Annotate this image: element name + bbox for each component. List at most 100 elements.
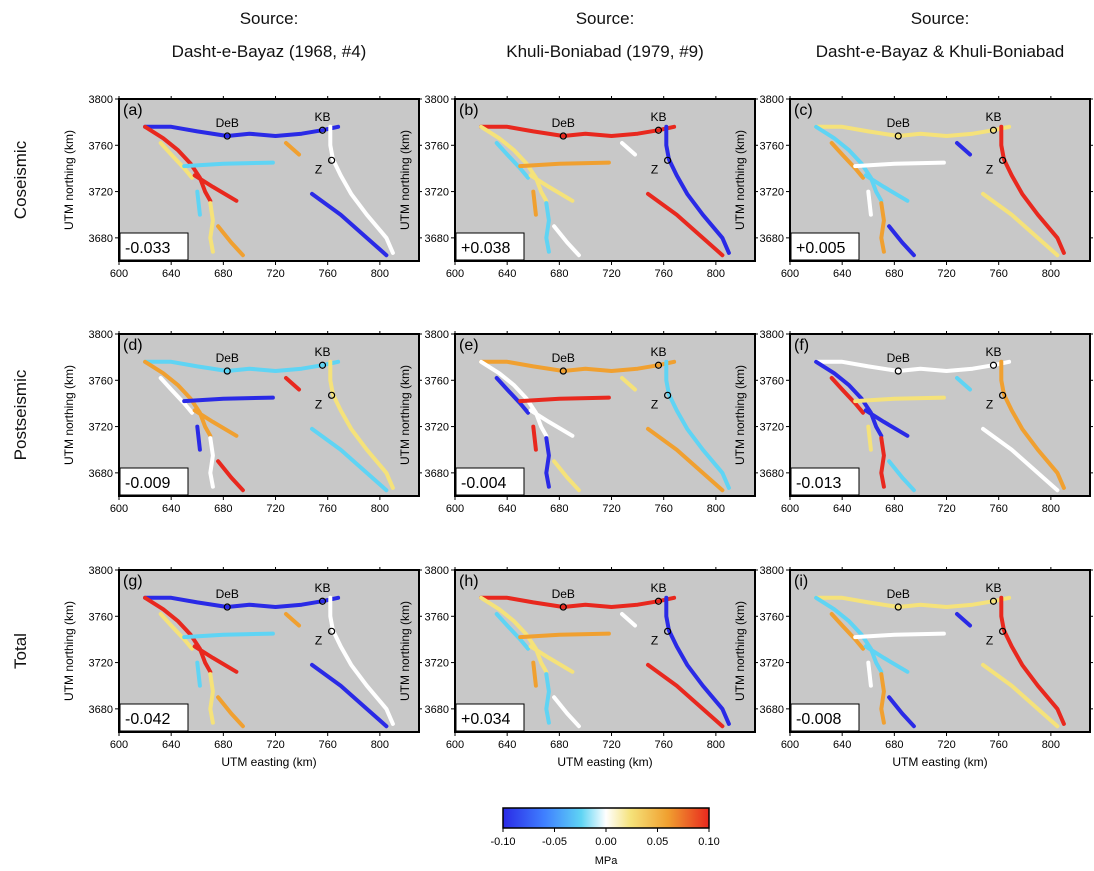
fault-trace <box>879 672 886 725</box>
fault-trace <box>981 662 1060 729</box>
fault-trace <box>646 426 725 493</box>
site-marker <box>894 367 902 375</box>
x-axis-label: UTM easting (km) <box>892 755 987 769</box>
fault-trace <box>182 160 275 169</box>
x-tick-label: 720 <box>602 503 620 515</box>
y-tick-label: 3680 <box>89 468 113 480</box>
stress-value-box <box>790 703 860 732</box>
colorbar-tick-label: 0.10 <box>698 836 719 848</box>
colorbar-gradient <box>502 807 710 829</box>
row-title-total: Total <box>11 633 30 669</box>
site-label: Z <box>986 633 993 647</box>
site-marker <box>664 391 672 399</box>
y-tick-label: 3800 <box>89 94 113 106</box>
y-tick-label: 3720 <box>760 658 784 670</box>
site-marker <box>328 627 336 635</box>
site-label: DeB <box>887 116 910 130</box>
fault-trace <box>143 124 341 138</box>
x-tick-label: 720 <box>937 503 955 515</box>
stress-value: -0.009 <box>125 475 170 492</box>
stress-value-box <box>119 467 189 496</box>
site-label: DeB <box>887 351 910 365</box>
y-tick-label: 3760 <box>425 375 449 387</box>
site-label: DeB <box>552 587 575 601</box>
x-tick-label: 600 <box>781 739 799 751</box>
column-header-2: Source: Khuli-Boniabad (1979, #9) <box>506 9 704 61</box>
map-frame <box>118 569 420 733</box>
fault-trace <box>143 595 341 609</box>
site-marker <box>999 627 1007 635</box>
fault-trace <box>208 672 215 725</box>
fault-trace <box>310 662 389 729</box>
x-tick-label: 720 <box>937 739 955 751</box>
fault-trace <box>182 395 275 404</box>
fault-trace <box>284 376 301 392</box>
fault-trace <box>216 459 245 493</box>
fault-trace <box>646 191 725 258</box>
panel-letter: (e) <box>459 337 479 354</box>
site-marker <box>223 132 231 140</box>
site-marker <box>328 156 336 164</box>
x-tick-label: 640 <box>162 268 180 280</box>
fault-trace <box>646 662 725 729</box>
column-source-line1: Source: <box>576 9 635 28</box>
fault-trace <box>192 644 239 674</box>
y-tick-label: 3720 <box>425 658 449 670</box>
x-axis-label: UTM easting (km) <box>557 755 652 769</box>
x-tick-label: 600 <box>781 268 799 280</box>
colorbar-tick-label: -0.05 <box>542 836 567 848</box>
panel-letter: (d) <box>123 337 143 354</box>
site-label: Z <box>651 162 658 176</box>
y-tick-label: 3720 <box>89 658 113 670</box>
fault-trace <box>879 201 886 254</box>
map-panel: DeB KB Z (a) -0.033 600 640 680 720 760 800 3680 372… <box>62 94 422 280</box>
y-tick-label: 3800 <box>425 565 449 577</box>
colorbar-tick-label: 0.00 <box>595 836 616 848</box>
site-label: KB <box>650 581 666 595</box>
y-tick-label: 3720 <box>425 422 449 434</box>
x-tick-label: 600 <box>446 503 464 515</box>
fault-trace <box>208 201 215 254</box>
y-tick-label: 3800 <box>89 565 113 577</box>
y-tick-label: 3760 <box>425 140 449 152</box>
stress-value-box <box>790 467 860 496</box>
x-tick-label: 640 <box>498 503 516 515</box>
fault-trace <box>494 141 530 180</box>
panel-letter: (i) <box>794 573 808 590</box>
site-marker <box>559 132 567 140</box>
colorbar-label: MPa <box>595 855 619 867</box>
site-label: Z <box>986 397 993 411</box>
fault-trace <box>853 160 946 169</box>
stress-value-box <box>119 232 189 261</box>
x-tick-label: 800 <box>1042 268 1060 280</box>
fault-trace <box>518 395 611 404</box>
x-tick-label: 760 <box>990 268 1008 280</box>
y-axis-label: UTM northing (km) <box>62 601 76 701</box>
panel-grid: DeB KB Z (a) -0.033 600 640 680 720 760 800 3680 372… <box>62 94 1093 769</box>
colorbar-tick-label: 0.05 <box>647 836 668 848</box>
site-marker <box>559 603 567 611</box>
site-marker <box>894 132 902 140</box>
x-tick-label: 680 <box>214 739 232 751</box>
x-tick-label: 680 <box>214 268 232 280</box>
fault-trace <box>814 595 1012 609</box>
fault-trace <box>528 408 575 438</box>
x-tick-label: 640 <box>162 739 180 751</box>
fault-trace <box>479 595 677 609</box>
y-tick-label: 3680 <box>760 704 784 716</box>
fault-trace <box>528 173 575 203</box>
fault-trace <box>479 124 677 138</box>
site-marker <box>999 156 1007 164</box>
fault-trace <box>310 426 389 493</box>
fault-trace <box>981 426 1060 493</box>
y-axis-label: UTM northing (km) <box>398 130 412 230</box>
x-tick-label: 680 <box>885 739 903 751</box>
map-panel: DeB KB Z (e) -0.004 600 640 680 720 760 800 3680 372… <box>398 329 758 515</box>
y-tick-label: 3760 <box>425 611 449 623</box>
panel-letter: (b) <box>459 102 479 119</box>
site-label: DeB <box>887 587 910 601</box>
x-tick-label: 600 <box>446 739 464 751</box>
fault-trace <box>981 191 1060 258</box>
fault-trace <box>863 644 910 674</box>
y-tick-label: 3760 <box>760 140 784 152</box>
